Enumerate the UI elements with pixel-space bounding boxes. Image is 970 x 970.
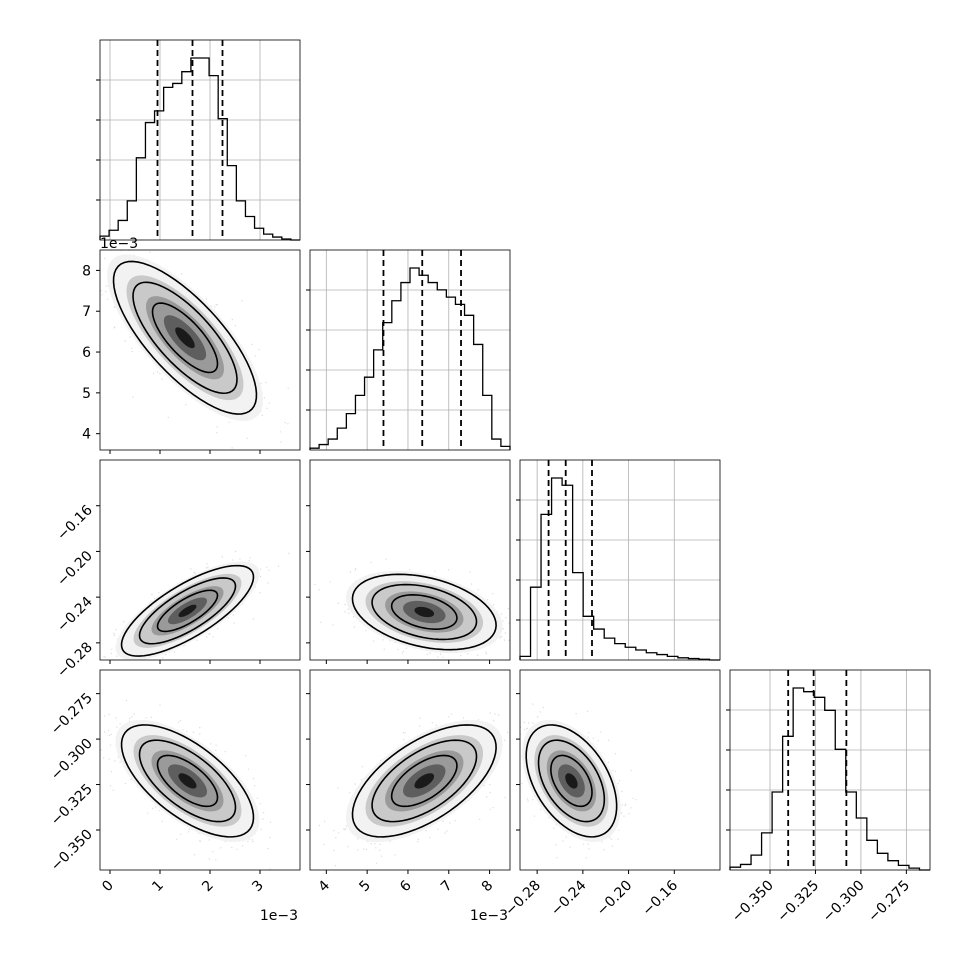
x-tick-label-0-2: 2 xyxy=(199,878,217,896)
x-tick-label-0-3: 3 xyxy=(249,878,267,896)
scatter-panel-1-0 xyxy=(96,249,301,454)
panel-content xyxy=(314,558,510,658)
panel-frame xyxy=(519,669,721,871)
hist-step-line xyxy=(519,477,720,661)
panel-content xyxy=(100,250,289,449)
density-peak xyxy=(175,327,195,349)
contour-2 xyxy=(151,302,219,374)
x-tick-label-1-3: 7 xyxy=(438,878,456,896)
panel-frame xyxy=(99,39,301,241)
y-tick-label-1-1: 5 xyxy=(82,386,91,402)
y-tick-label-3-1: −0.325 xyxy=(48,781,96,829)
x-tick-label-3-2: −0.300 xyxy=(820,878,868,926)
density-peak xyxy=(178,773,197,789)
contour-2 xyxy=(156,589,219,633)
density-peak xyxy=(565,773,578,789)
contour-2 xyxy=(390,754,458,808)
x-tick-label-3-1: −0.325 xyxy=(774,878,822,926)
x-tick-label-1-0: 4 xyxy=(316,877,334,895)
y-tick-label-1-3: 7 xyxy=(82,304,91,320)
x-tick-label-2-0: −0.28 xyxy=(502,878,544,920)
x-tick-label-3-3: −0.275 xyxy=(865,878,913,926)
panel-frame xyxy=(99,669,301,871)
contour-1 xyxy=(138,739,237,823)
contour-0 xyxy=(525,724,618,838)
hist-panel-0 xyxy=(96,39,301,241)
contour-1 xyxy=(371,583,478,641)
x-tick-label-2-3: −0.16 xyxy=(639,877,681,919)
contour-1 xyxy=(371,739,478,823)
panel-frame xyxy=(729,669,931,871)
panel-frame xyxy=(309,459,511,661)
density-peak xyxy=(178,604,197,618)
panel-frame xyxy=(309,669,511,871)
x-tick-label-2-1: −0.24 xyxy=(548,877,590,919)
y-tick-label-1-0: 4 xyxy=(82,427,91,443)
x-tick-label-3-0: −0.350 xyxy=(729,878,777,926)
contour-2 xyxy=(390,594,458,630)
contour-0 xyxy=(351,724,497,838)
y-tick-label-1-4: 8 xyxy=(82,263,91,279)
panel-background xyxy=(730,670,930,870)
y-tick-label-3-2: −0.300 xyxy=(48,736,96,784)
panel-content xyxy=(318,712,509,867)
panel-content xyxy=(520,703,637,859)
hist-step-line xyxy=(729,687,930,871)
contour-0 xyxy=(120,724,255,838)
scatter-panel-2-1 xyxy=(306,459,511,664)
x-tick-label-1-1: 5 xyxy=(356,878,374,896)
panel-background xyxy=(310,250,510,450)
y-tick-label-2-3: −0.16 xyxy=(54,502,96,544)
hist-step-line xyxy=(99,57,300,241)
panels-layer xyxy=(96,39,931,874)
y-tick-label-3-0: −0.350 xyxy=(48,827,96,875)
x-tick-label-0-1: 1 xyxy=(149,878,167,896)
y-tick-label-2-2: −0.20 xyxy=(54,548,96,590)
y-tick-label-2-0: −0.28 xyxy=(54,639,96,681)
contour-0 xyxy=(120,564,255,657)
contour-1 xyxy=(138,577,237,645)
contour-0 xyxy=(351,573,497,651)
density-peak xyxy=(414,606,435,618)
contour-1 xyxy=(537,739,606,823)
hist-panel-2 xyxy=(516,459,721,661)
panel-content xyxy=(100,550,290,660)
x-tick-label-2-2: −0.20 xyxy=(594,878,636,920)
contour-1 xyxy=(132,281,238,395)
hist-panel-3 xyxy=(726,669,931,871)
y-tick-label-2-1: −0.24 xyxy=(54,594,96,636)
scatter-panel-2-0 xyxy=(96,459,301,664)
hist-panel-1 xyxy=(306,249,511,451)
x-tick-label-1-2: 6 xyxy=(397,877,415,895)
panel-background xyxy=(520,460,720,660)
panel-frame xyxy=(99,249,301,451)
panel-frame xyxy=(519,459,721,661)
panel-frame xyxy=(309,249,511,451)
panel-frame xyxy=(99,459,301,661)
hist-step-line xyxy=(309,267,511,450)
y-offset-label-1: 1e−3 xyxy=(100,236,138,252)
x-offset-label-1: 1e−3 xyxy=(470,908,508,924)
contour-2 xyxy=(156,754,219,808)
panel-content xyxy=(100,699,272,870)
x-tick-label-1-4: 8 xyxy=(479,878,497,896)
x-tick-label-0-0: 0 xyxy=(99,878,117,896)
scatter-panel-3-1 xyxy=(306,669,511,874)
y-tick-label-1-2: 6 xyxy=(82,345,91,361)
scatter-panel-3-2 xyxy=(516,669,721,874)
y-tick-label-3-3: −0.275 xyxy=(48,690,96,738)
contour-0 xyxy=(112,260,258,415)
density-peak xyxy=(414,773,435,789)
x-offset-label-0: 1e−3 xyxy=(260,908,298,924)
panel-background xyxy=(100,40,300,240)
contour-2 xyxy=(550,754,593,808)
scatter-panel-3-0 xyxy=(96,669,301,874)
